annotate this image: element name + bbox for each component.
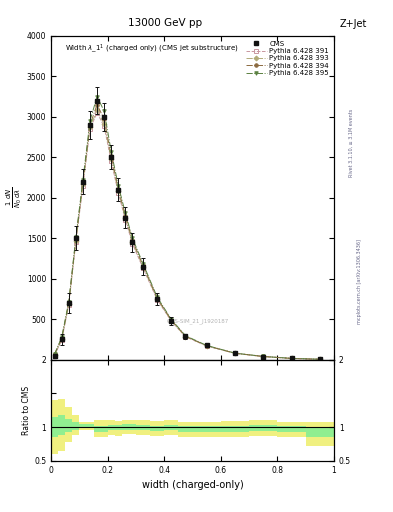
Text: 13000 GeV pp: 13000 GeV pp	[128, 18, 202, 28]
Text: Rivet 3.1.10, ≥ 3.1M events: Rivet 3.1.10, ≥ 3.1M events	[349, 109, 354, 178]
Text: Z+Jet: Z+Jet	[340, 19, 367, 29]
Y-axis label: Ratio to CMS: Ratio to CMS	[22, 386, 31, 435]
Legend: CMS, Pythia 6.428 391, Pythia 6.428 393, Pythia 6.428 394, Pythia 6.428 395: CMS, Pythia 6.428 391, Pythia 6.428 393,…	[244, 39, 331, 78]
X-axis label: width (charged-only): width (charged-only)	[142, 480, 243, 490]
Text: CMS-SIM_21_J1920187: CMS-SIM_21_J1920187	[167, 318, 230, 324]
Text: Width $\lambda\_1^1$ (charged only) (CMS jet substructure): Width $\lambda\_1^1$ (charged only) (CMS…	[65, 42, 239, 55]
Text: mcplots.cern.ch [arXiv:1306.3436]: mcplots.cern.ch [arXiv:1306.3436]	[357, 239, 362, 324]
Y-axis label: $\frac{1}{N_0}\frac{d N}{d \lambda}$: $\frac{1}{N_0}\frac{d N}{d \lambda}$	[4, 187, 24, 208]
